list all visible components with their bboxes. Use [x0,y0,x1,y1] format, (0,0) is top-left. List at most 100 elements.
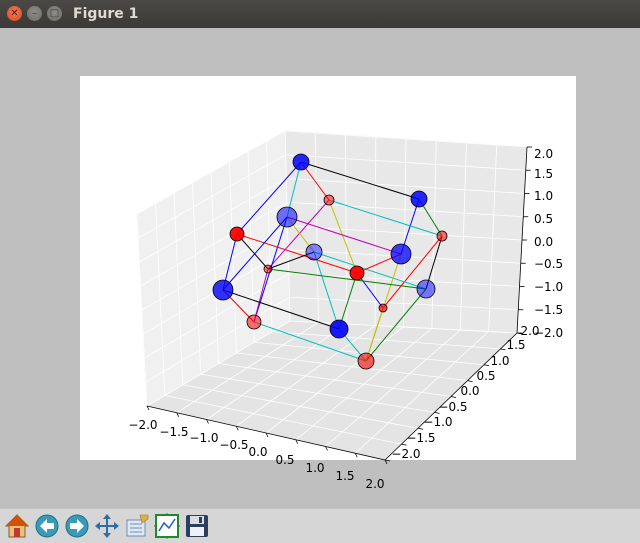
grid-line [140,201,288,287]
cube-edge [236,161,302,235]
y-tick [467,380,473,383]
tick-labels: −2.0 −1.5 −1.0 −0.5 0.00.51.01.52.0−2.0−1.5−… [128,147,563,491]
scatter-point [276,206,298,228]
scatter-point [416,279,436,299]
z-tick-label: 0.5 [534,212,553,226]
grid-line [295,328,433,441]
scatter-point [349,265,365,281]
grid-line [141,225,288,311]
cube-edge [267,268,427,290]
figure-canvas[interactable]: −2.0 −1.5 −1.0 −0.5 0.0 0.5 1.0 1.5 2.0 −2.0 −1.5−… [0,28,640,508]
z-tick-label: −1.5 [534,303,563,317]
pan-move-icon[interactable] [94,513,120,539]
scatter-point [229,226,245,242]
y-tick-label: −1.0 [423,415,452,429]
grid-line [459,142,467,331]
scatter-point [378,303,388,313]
cube-edge [328,199,443,237]
grid-line [236,352,468,382]
scatter-point [357,352,375,370]
grid-line [218,363,452,397]
x-tick [384,459,388,465]
scatter-point [263,264,273,274]
home-icon[interactable] [4,513,30,539]
3d-scatter-plot[interactable]: −2.0 −1.5 −1.0 −0.5 0.00.51.01.52.0−2.0−1.5−… [0,28,640,508]
y-tick-label: 0.5 [476,369,495,383]
cube-edge [338,272,358,330]
y-tick [483,364,490,367]
x-tick [146,405,150,411]
cube-edge [382,235,443,309]
scatter-point [246,314,262,330]
cube-edge [253,268,269,323]
y-tick [417,427,424,430]
cube-edge [222,289,340,330]
z-tick-label: 2.0 [534,147,553,161]
grid-line [431,140,437,329]
x-tick [354,453,358,458]
y-tick-label: −0.5 [438,400,467,414]
close-window-button[interactable]: ✕ [7,6,22,21]
grid-line [285,154,526,171]
grid-line [354,331,489,454]
z-tick-label: 1.5 [534,167,553,181]
window-title: Figure 1 [73,6,139,22]
scatter-point [292,153,310,171]
y-tick [434,411,440,414]
x-tick [295,439,299,444]
scatter-points [212,153,448,370]
cube-edge [365,288,427,362]
scatter-point [329,319,349,339]
y-tick-label: 2.0 [520,324,539,338]
configure-subplots-icon[interactable] [154,513,180,539]
minimize-window-button[interactable]: – [27,6,42,21]
scatter-point [436,230,448,242]
grid-line [286,178,525,194]
y-tick [384,459,391,462]
scatter-point [323,194,335,206]
cube-edge [236,233,358,274]
grid-line [138,154,286,239]
scatter-point [212,279,234,301]
grid-line [325,329,461,447]
y-tick-label: −1.5 [406,431,435,445]
scatter-point [390,243,412,265]
x-tick [265,432,269,438]
grid-line [229,162,237,353]
grid-line [284,130,528,148]
cube-edge [253,321,367,362]
maximize-window-button[interactable]: □ [47,6,62,21]
forward-arrow-icon[interactable] [64,513,90,539]
back-arrow-icon[interactable] [34,513,60,539]
cube-edge [313,251,427,290]
z-tick-label: −0.5 [534,257,563,271]
y-tick-label: 1.5 [506,338,525,352]
x-tick [235,426,239,431]
cube-edge [286,216,402,255]
y-tick-label: 1.0 [490,354,509,368]
save-floppy-icon[interactable] [184,513,210,539]
x-tick-label: −2.0 [128,418,157,432]
x-tick-label: 1.5 [335,469,354,483]
cube-edge [300,161,420,200]
scatter-point [410,190,428,208]
y-tick [401,443,407,446]
z-tick-label: −2.0 [534,326,563,340]
grid-line [287,225,523,241]
tick-marks [146,146,532,465]
zoom-rect-icon[interactable] [124,513,150,539]
y-tick [450,396,457,398]
cube-edge [222,216,288,291]
grid-line [488,144,498,332]
window-titlebar: ✕ – □ Figure 1 [0,0,640,28]
cube-edge [236,233,269,270]
x-tick [206,419,209,424]
scatter-point [305,243,323,261]
grid-line [272,331,501,350]
cube-edge [365,307,384,362]
x-tick [325,446,328,451]
grid-line [247,151,255,343]
x-tick [176,412,180,417]
y-tick-label: −2.0 [391,447,420,461]
x-tick-label: −0.5 [219,438,248,452]
